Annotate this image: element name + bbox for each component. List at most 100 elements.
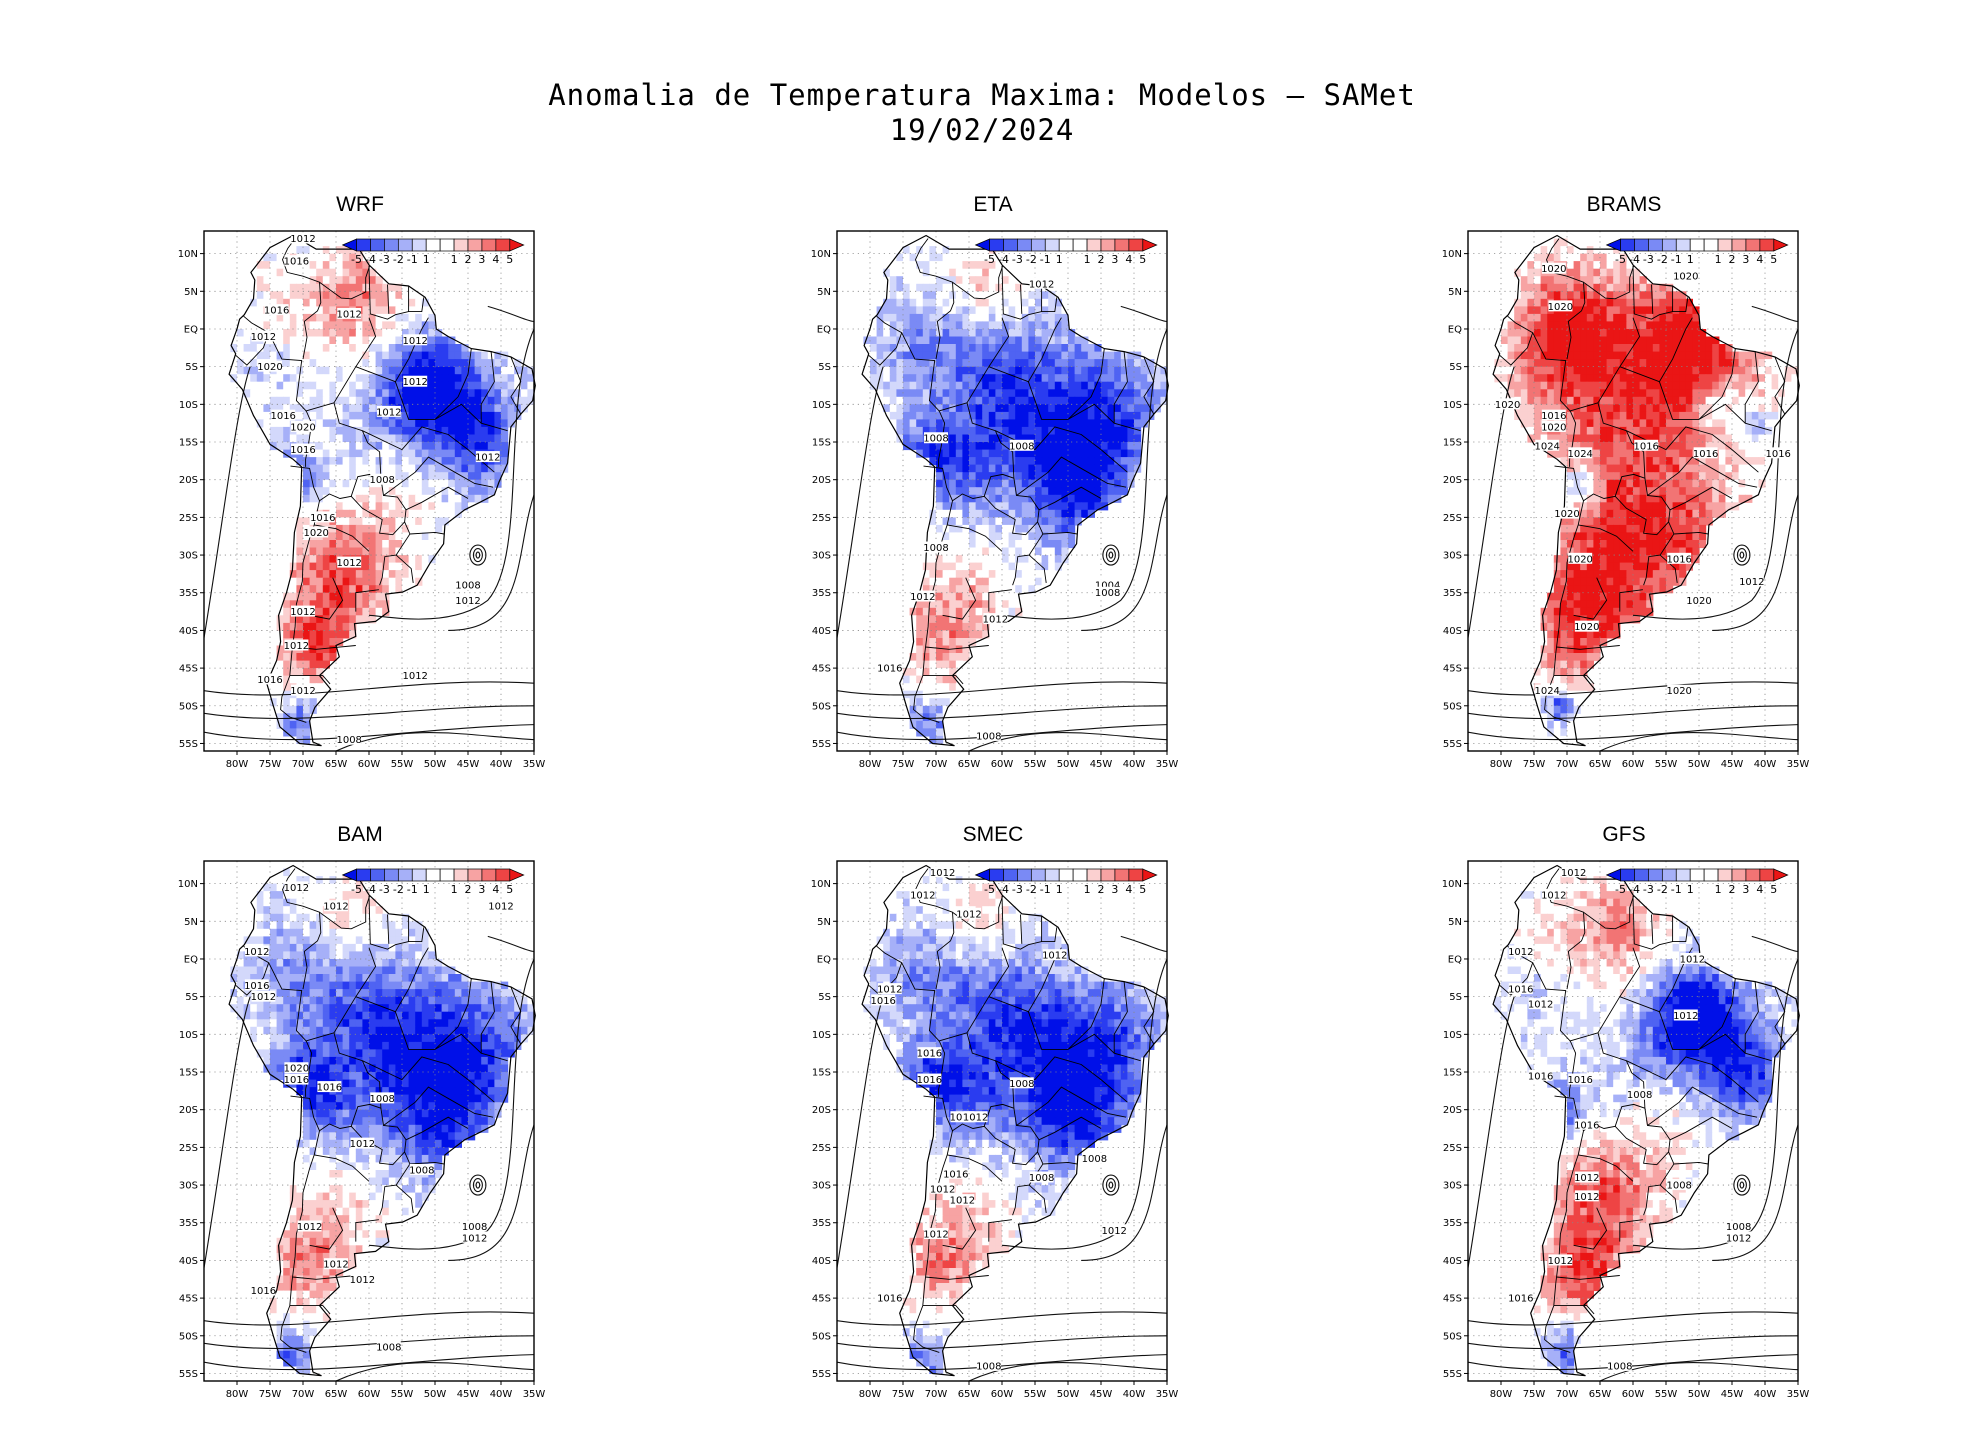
- anomaly-cell: [494, 351, 502, 360]
- anomaly-cell: [362, 298, 370, 307]
- lat-label: 50S: [179, 701, 198, 712]
- anomaly-cell: [1619, 479, 1627, 488]
- anomaly-cell: [1712, 344, 1720, 353]
- anomaly-cell: [494, 396, 502, 405]
- anomaly-cell: [369, 306, 377, 315]
- anomaly-cell: [1028, 321, 1036, 330]
- anomaly-cell: [975, 261, 983, 270]
- anomaly-cell: [949, 607, 957, 616]
- anomaly-cell: [883, 313, 891, 322]
- anomaly-cell: [1048, 570, 1056, 579]
- anomaly-cell: [1652, 524, 1660, 533]
- anomaly-cell: [1738, 404, 1746, 413]
- anomaly-cell: [1514, 336, 1522, 345]
- anomaly-cell: [1580, 344, 1588, 353]
- anomaly-cell: [421, 359, 429, 368]
- anomaly-cell: [1639, 344, 1647, 353]
- anomaly-cell: [309, 374, 317, 383]
- anomaly-cell: [395, 344, 403, 353]
- anomaly-cell: [922, 615, 930, 624]
- anomaly-cell: [1068, 479, 1076, 488]
- anomaly-cell: [1593, 607, 1601, 616]
- anomaly-cell: [975, 306, 983, 315]
- anomaly-cell: [1712, 494, 1720, 503]
- anomaly-cell: [903, 268, 911, 277]
- anomaly-cell: [1074, 419, 1082, 428]
- anomaly-cell: [1573, 690, 1581, 699]
- anomaly-cell: [909, 298, 917, 307]
- anomaly-cell: [1718, 449, 1726, 458]
- anomaly-cell: [1613, 509, 1621, 518]
- anomaly-cell: [1547, 313, 1555, 322]
- anomaly-cell: [1048, 517, 1056, 526]
- anomaly-cell: [1068, 404, 1076, 413]
- anomaly-cell: [962, 291, 970, 300]
- anomaly-cell: [1560, 555, 1568, 564]
- anomaly-cell: [1021, 344, 1029, 353]
- anomaly-cell: [1573, 653, 1581, 662]
- anomaly-cell: [1114, 389, 1122, 398]
- anomaly-cell: [1639, 585, 1647, 594]
- anomaly-cell: [949, 306, 957, 315]
- anomaly-cell: [1672, 374, 1680, 383]
- anomaly-cell: [448, 509, 456, 518]
- anomaly-cell: [936, 622, 944, 631]
- anomaly-cell: [1573, 570, 1581, 579]
- anomaly-cell: [1048, 381, 1056, 390]
- anomaly-cell: [1666, 524, 1674, 533]
- anomaly-cell: [1626, 329, 1634, 338]
- anomaly-cell: [1659, 374, 1667, 383]
- anomaly-cell: [1028, 487, 1036, 496]
- anomaly-cell: [501, 389, 509, 398]
- anomaly-cell: [322, 562, 330, 571]
- anomaly-cell: [1626, 615, 1634, 624]
- anomaly-cell: [309, 540, 317, 549]
- anomaly-cell: [995, 524, 1003, 533]
- border-line: [1038, 486, 1102, 511]
- anomaly-cell: [494, 381, 502, 390]
- anomaly-cell: [1639, 283, 1647, 292]
- anomaly-cell: [289, 283, 297, 292]
- anomaly-cell: [336, 638, 344, 647]
- anomaly-cell: [342, 344, 350, 353]
- anomaly-cell: [349, 622, 357, 631]
- border-line: [983, 478, 1040, 536]
- anomaly-cell: [1606, 540, 1614, 549]
- anomaly-cell: [909, 261, 917, 270]
- anomaly-cell: [1646, 464, 1654, 473]
- colorbar-swatch: [989, 238, 1004, 252]
- anomaly-cell: [1699, 351, 1707, 360]
- anomaly-cell: [1015, 502, 1023, 511]
- anomaly-cell: [1646, 479, 1654, 488]
- anomaly-cell: [1068, 487, 1076, 496]
- anomaly-cell: [1586, 660, 1594, 669]
- anomaly-cell: [415, 411, 423, 420]
- anomaly-cell: [936, 442, 944, 451]
- anomaly-cell: [942, 494, 950, 503]
- anomaly-cell: [421, 306, 429, 315]
- anomaly-cell: [916, 720, 924, 729]
- anomaly-cell: [909, 645, 917, 654]
- anomaly-cell: [342, 434, 350, 443]
- anomaly-cell: [1553, 622, 1561, 631]
- border-line: [988, 589, 1012, 612]
- anomaly-cell: [909, 426, 917, 435]
- anomaly-cell: [1087, 389, 1095, 398]
- colorbar-label: 2: [465, 253, 472, 266]
- anomaly-cell: [1705, 374, 1713, 383]
- anomaly-cell: [1035, 577, 1043, 586]
- anomaly-cell: [969, 517, 977, 526]
- anomaly-cell: [1041, 502, 1049, 511]
- anomaly-cell: [1718, 359, 1726, 368]
- anomaly-cell: [1679, 298, 1687, 307]
- anomaly-cell: [1659, 283, 1667, 292]
- anomaly-cell: [1586, 366, 1594, 375]
- anomaly-cell: [336, 283, 344, 292]
- anomaly-cell: [296, 276, 304, 285]
- border-line: [1143, 356, 1155, 415]
- anomaly-cell: [520, 381, 528, 390]
- anomaly-cell: [1666, 381, 1674, 390]
- anomaly-cell: [501, 426, 509, 435]
- anomaly-cell: [355, 615, 363, 624]
- anomaly-cell: [309, 336, 317, 345]
